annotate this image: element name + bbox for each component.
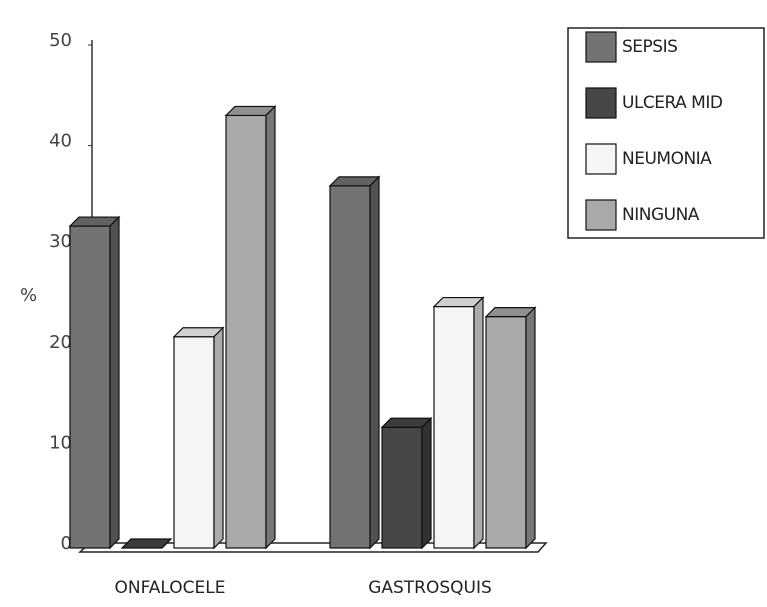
y-tick-label: 0 [61, 533, 72, 554]
legend-label: ULCERA MID [622, 93, 723, 113]
bar-side [525, 306, 536, 550]
legend-swatch [585, 31, 617, 63]
legend-swatch [585, 87, 617, 119]
bar-side [109, 215, 120, 550]
bar-side [421, 416, 432, 550]
bar [120, 538, 173, 549]
bar-side [161, 538, 172, 549]
bar [432, 296, 485, 550]
legend-label: NINGUNA [622, 205, 700, 225]
y-tick-label: 30 [49, 231, 72, 252]
y-tick-label: 50 [49, 30, 72, 51]
legend-swatch [585, 143, 617, 175]
bar [484, 306, 537, 550]
legend-label: NEUMONIA [622, 149, 712, 169]
bar [172, 326, 225, 550]
bar-front [225, 114, 267, 549]
bar-front [173, 336, 215, 549]
y-tick-label: 40 [49, 131, 72, 152]
bar-front [381, 426, 423, 549]
legend-swatch [585, 199, 617, 231]
bar-side [213, 326, 224, 550]
bar [380, 416, 433, 550]
bar-front [329, 185, 371, 549]
bar [68, 215, 121, 550]
bar-front [69, 225, 111, 549]
bar-front [485, 316, 527, 549]
x-tick-label: GASTROSQUIS [368, 578, 492, 598]
y-axis-label: % [20, 285, 37, 306]
bar-side [265, 104, 276, 550]
y-tick-label: 10 [49, 432, 72, 453]
bar-front [433, 305, 475, 549]
y-tick-label: 20 [49, 332, 72, 353]
x-tick-label: ONFALOCELE [114, 578, 225, 598]
legend-label: SEPSIS [622, 37, 677, 57]
bar [328, 175, 381, 550]
bar [224, 104, 277, 550]
bar-side [369, 175, 380, 550]
bar-side [473, 296, 484, 550]
